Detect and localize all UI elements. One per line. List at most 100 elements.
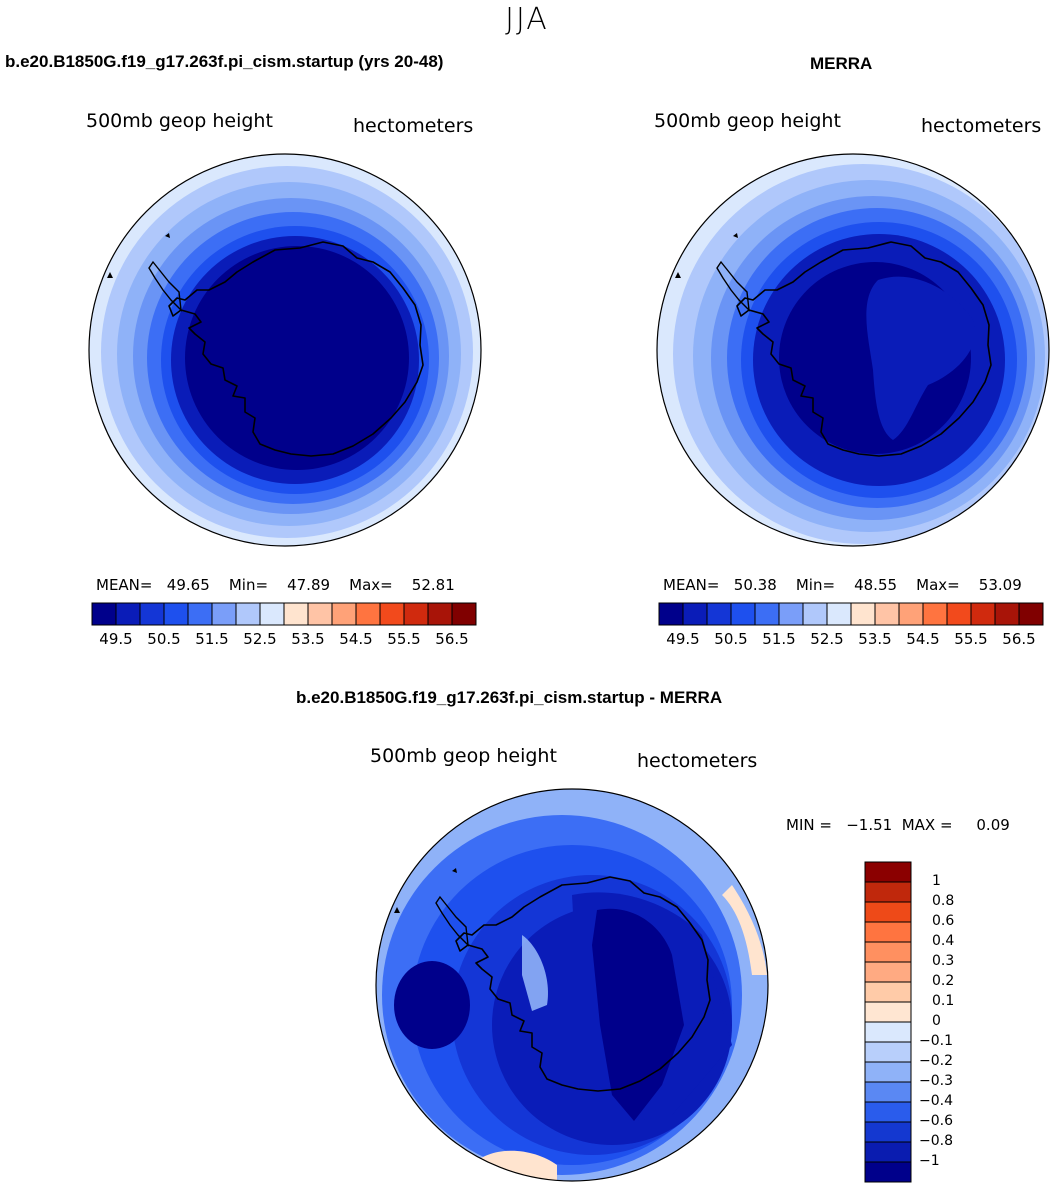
diff-colorbar [864,861,912,1183]
model-colorbar-box [355,602,381,626]
model-stats: MEAN= 49.65 Min= 47.89 Max= 52.81 [96,576,455,594]
diff-variable-label: 500mb geop height [370,745,557,767]
obs-interior-high [866,276,975,440]
diff-colorbar-tick-label: −0.4 [919,1093,953,1109]
obs-colorbar-box [898,602,924,626]
model-colorbar-box [163,602,189,626]
obs-colorbar-box [970,602,996,626]
diff-colorbar-tick-label: −0.8 [919,1133,953,1149]
model-map-border [88,153,482,547]
obs-colorbar-box [730,602,756,626]
diff-colorbar-box [864,961,912,983]
model-colorbar-box [403,602,429,626]
obs-colorbar-tick-label: 54.5 [906,630,940,648]
model-colorbar-box [331,602,357,626]
diff-colorbar-box [864,921,912,943]
obs-colorbar-tick-label: 52.5 [810,630,844,648]
diff-colorbar-tick-label: −0.2 [919,1053,953,1069]
model-colorbar-box [211,602,237,626]
diff-colorbar-box [864,1121,912,1143]
model-coastline [168,241,424,457]
diff-peninsula [435,895,469,947]
diff-colorbar-tick-label: 0.8 [932,893,955,909]
model-colorbar-box [427,602,453,626]
model-polar-map [88,153,482,547]
model-colorbar-box [115,602,141,626]
model-colorbar-box [91,602,117,626]
diff-contours [376,789,768,1181]
obs-polar-map [656,153,1050,547]
diff-colorbar-tick-label: −1 [919,1153,940,1169]
obs-panel-title: MERRA [810,54,873,73]
diff-colorbar-box [864,981,912,1003]
diff-colorbar-box [864,901,912,923]
diff-colorbar-tick-label: 0.2 [932,973,955,989]
mean-value: 50.38 [733,576,777,594]
model-colorbar-box [283,602,309,626]
model-colorbar-tick-label: 56.5 [435,630,469,648]
model-panel-title: b.e20.B1850G.f19_g17.263f.pi_cism.startu… [5,52,444,71]
obs-colorbar-box [874,602,900,626]
model-colorbar-box [235,602,261,626]
diff-colorbar-tick-label: 0.3 [932,953,955,969]
model-colorbar-tick-label: 51.5 [195,630,229,648]
model-colorbar-tick-label: 49.5 [99,630,133,648]
min-label: Min= [795,576,836,594]
obs-variable-label: 500mb geop height [654,110,841,132]
obs-stats: MEAN= 50.38 Min= 48.55 Max= 53.09 [663,576,1022,594]
model-units-label: hectometers [353,115,474,137]
diff-colorbar-box [864,1041,912,1063]
diff-map-border [375,788,769,1182]
obs-colorbar-box [658,602,684,626]
obs-colorbar-box [1018,602,1044,626]
obs-colorbar-tick-label: 56.5 [1002,630,1036,648]
obs-colorbar-tick-label: 55.5 [954,630,988,648]
diff-colorbar-tick-label: −0.6 [919,1113,953,1129]
model-colorbar-tick-label: 52.5 [243,630,277,648]
mean-value: 49.65 [166,576,210,594]
model-peninsula [148,260,182,312]
model-colorbar-box [139,602,165,626]
obs-colorbar-box [802,602,828,626]
diff-panel-title: b.e20.B1850G.f19_g17.263f.pi_cism.startu… [296,688,723,707]
diff-colorbar-tick-label: 0.4 [932,933,955,949]
obs-colorbar [658,602,1044,626]
diff-colorbar-box [864,1141,912,1163]
model-colorbar-tick-label: 54.5 [339,630,373,648]
obs-colorbar-tick-label: 53.5 [858,630,892,648]
diff-colorbar-box [864,1081,912,1103]
diff-colorbar-tick-label: 1 [932,873,941,889]
obs-colorbar-box [778,602,804,626]
diff-west-minimum [394,961,470,1049]
diff-colorbar-tick-label: 0 [932,1013,941,1029]
obs-colorbar-tick-label: 50.5 [714,630,748,648]
diff-colorbar-box [864,1001,912,1023]
max-value: 52.81 [411,576,455,594]
diff-minmax: MIN = −1.51 MAX = 0.09 [786,816,1010,834]
diff-colorbar-box [864,941,912,963]
diff-colorbar-ticks: 1 0.8 0.6 0.4 0.3 0.2 0.1 0 −0.1 −0.2 −0.3 −0.4 −0.6… [919,862,1028,1182]
obs-colorbar-box [994,602,1020,626]
diff-peninsula-high [522,935,548,1011]
diff-colorbar-tick-label: −0.1 [919,1033,953,1049]
model-contours [89,154,481,546]
diff-colorbar-tick-label: 0.1 [932,993,955,1009]
season-title: JJA [505,2,549,37]
diff-colorbar-box [864,1021,912,1043]
obs-map-border [656,153,1050,547]
diff-colorbar-box [864,861,912,883]
model-colorbar-ticks: 49.5 50.5 51.5 52.5 53.5 54.5 55.5 56.5 [92,630,476,650]
model-colorbar-tick-label: 53.5 [291,630,325,648]
obs-peninsula [716,260,750,312]
obs-colorbar-ticks: 49.5 50.5 51.5 52.5 53.5 54.5 55.5 56.5 [659,630,1043,650]
obs-colorbar-tick-label: 49.5 [666,630,700,648]
diff-colorbar-box [864,1161,912,1183]
model-colorbar [91,602,477,626]
min-value: 47.89 [287,576,331,594]
obs-colorbar-box [682,602,708,626]
diff-units-label: hectometers [637,750,758,772]
max-value: 53.09 [978,576,1022,594]
model-colorbar-box [187,602,213,626]
min-value: 48.55 [854,576,898,594]
min-label: Min= [228,576,269,594]
